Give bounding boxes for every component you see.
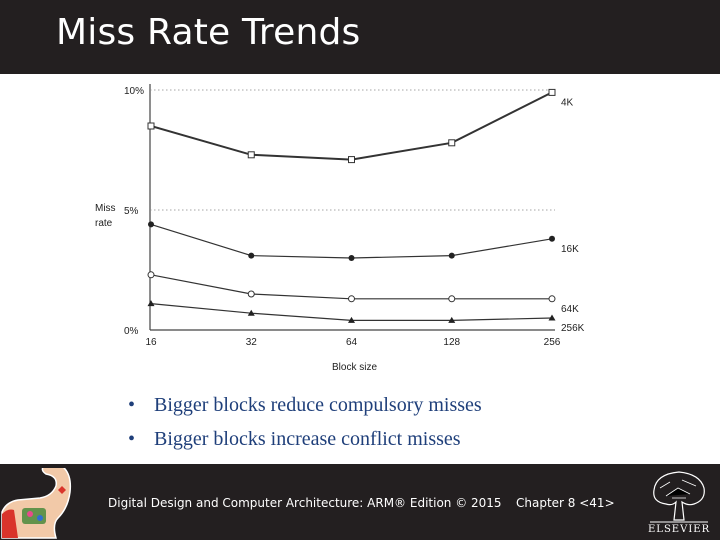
x-tick-label: 64 — [346, 337, 358, 348]
data-point — [548, 295, 556, 303]
footer-chapter: Chapter 8 <41> — [516, 496, 615, 510]
y-axis-label: Miss — [95, 203, 116, 214]
series-label-4K: 4K — [561, 97, 574, 108]
series-label-64K: 64K — [561, 304, 579, 315]
y-tick-label: 0% — [124, 326, 139, 337]
series-line-4K — [150, 91, 553, 161]
x-axis-label: Block size — [332, 362, 377, 373]
flexed-arm-logo-icon — [1, 468, 72, 539]
data-point — [147, 122, 155, 130]
data-point — [348, 316, 355, 323]
slide-title: Miss Rate Trends — [56, 12, 361, 53]
y-axis-label: rate — [95, 218, 113, 229]
data-point — [148, 221, 154, 228]
title-bar: Miss Rate Trends — [0, 0, 720, 74]
data-point — [448, 316, 456, 323]
data-point — [247, 309, 255, 316]
data-point — [348, 295, 355, 303]
data-point — [549, 235, 555, 242]
x-tick-label: 128 — [443, 337, 460, 348]
elsevier-tree-logo-icon — [646, 468, 712, 524]
footer-bar: Digital Design and Computer Architecture… — [0, 464, 720, 540]
x-tick-label: 32 — [246, 337, 258, 348]
data-point — [448, 139, 456, 147]
series-line-64K — [150, 274, 552, 300]
series-line-16K — [150, 223, 553, 259]
bullet-item: • Bigger blocks reduce compulsory misses — [128, 394, 482, 416]
data-point — [448, 252, 455, 259]
data-point — [348, 255, 355, 261]
data-point — [548, 88, 556, 96]
bullet-text: Bigger blocks increase conflict misses — [154, 428, 461, 450]
footer-book-title: Digital Design and Computer Architecture… — [108, 496, 502, 510]
data-point — [247, 151, 255, 159]
bullet-list: • Bigger blocks reduce compulsory misses … — [128, 392, 482, 460]
bullet-item: • Bigger blocks increase conflict misses — [128, 428, 461, 450]
series-label-256K: 256K — [561, 323, 585, 334]
y-tick-label: 10% — [124, 86, 144, 97]
data-point — [448, 295, 456, 303]
data-point — [348, 156, 355, 164]
publisher-name: ELSEVIER — [648, 524, 711, 535]
y-tick-label: 5% — [124, 206, 139, 217]
data-point — [247, 290, 255, 298]
x-tick-label: 16 — [145, 337, 157, 348]
x-tick-label: 256 — [544, 337, 561, 348]
data-point — [548, 314, 556, 321]
miss-rate-chart: 0% 5% 10% Miss rate 16 32 64 128 256 Block size 4K 1… — [95, 84, 585, 373]
series-label-16K: 16K — [561, 244, 579, 255]
data-point — [147, 271, 155, 279]
bullet-text: Bigger blocks reduce compulsory misses — [154, 394, 482, 416]
data-point — [248, 252, 255, 259]
data-point — [147, 300, 155, 307]
